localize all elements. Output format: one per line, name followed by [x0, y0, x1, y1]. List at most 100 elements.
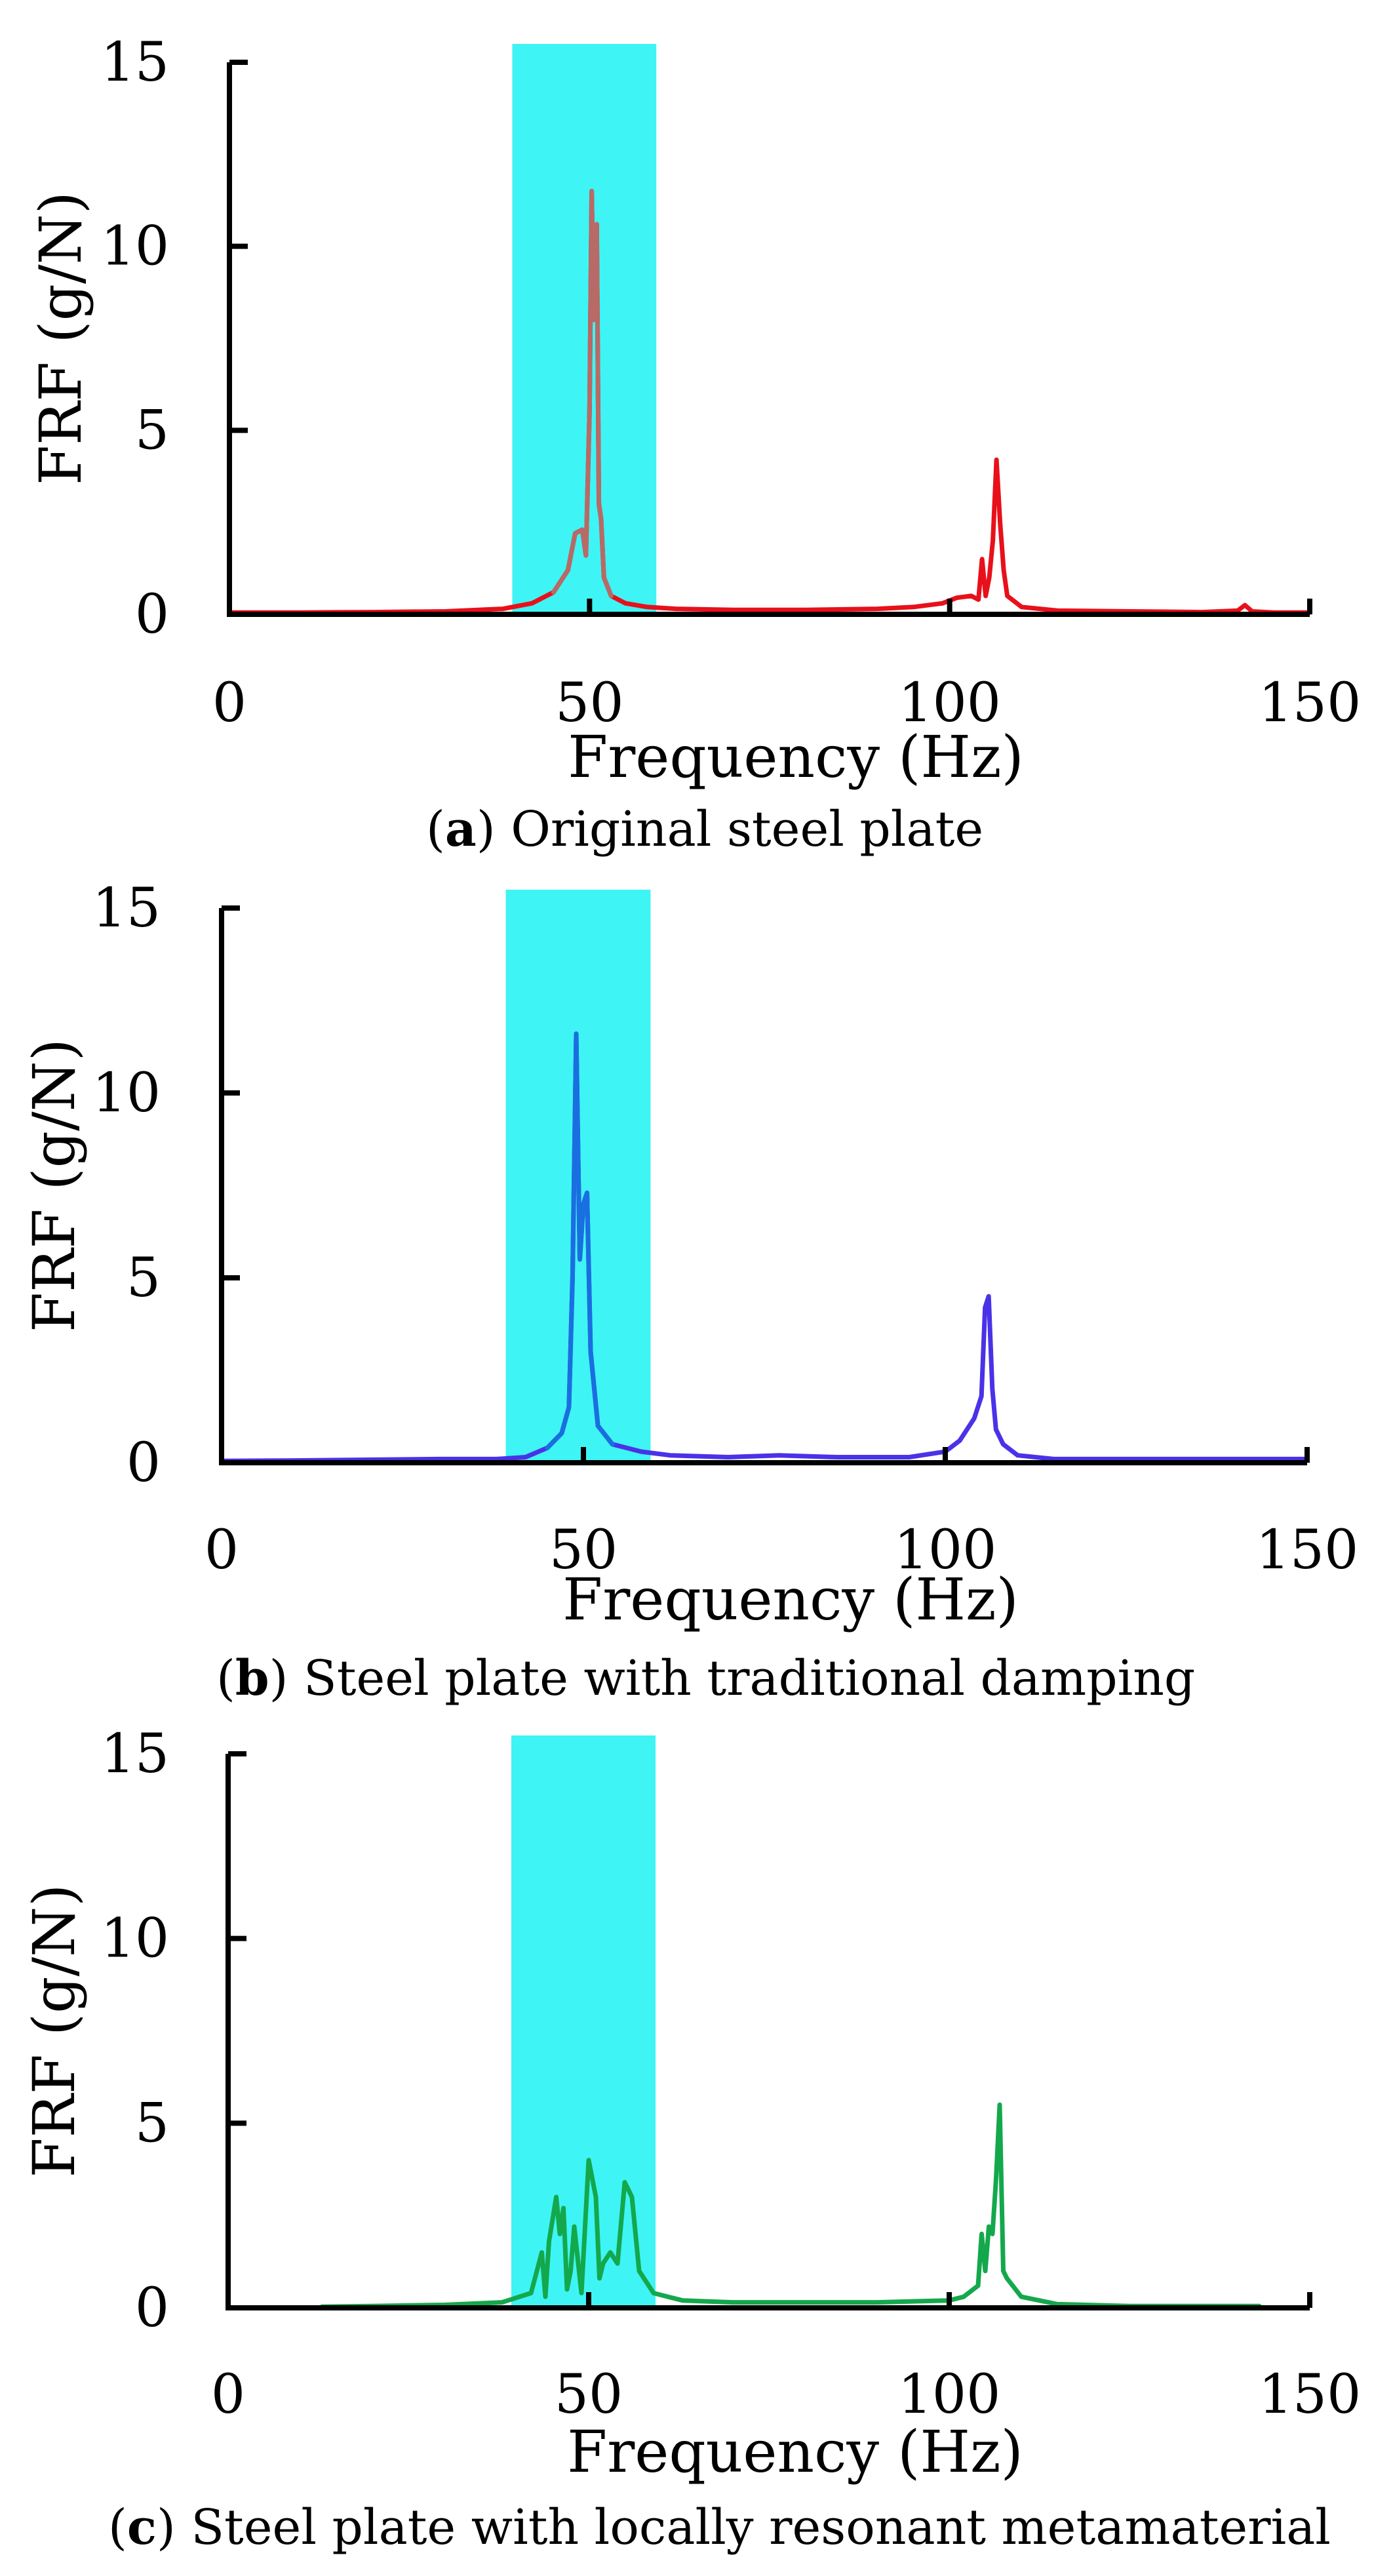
data-point — [956, 597, 958, 599]
y-tick-label: 5 — [135, 2092, 169, 2154]
data-point — [588, 410, 591, 413]
data-point — [616, 2262, 619, 2265]
panel-caption: (a) Original steel plate — [426, 801, 983, 858]
data-point — [988, 576, 991, 579]
data-point — [571, 1277, 574, 1279]
data-point — [530, 2292, 532, 2295]
data-point — [681, 2299, 684, 2302]
data-point — [1057, 609, 1059, 612]
data-point — [984, 2270, 987, 2272]
caption-open-paren: ( — [426, 801, 445, 858]
data-point — [981, 2232, 983, 2235]
caption-text: Steel plate with traditional damping — [288, 1650, 1196, 1707]
data-point — [1236, 609, 1239, 612]
data-point — [501, 2301, 503, 2304]
caption-panel-letter: b — [235, 1650, 269, 1707]
data-point — [502, 608, 505, 610]
data-point — [1002, 1443, 1004, 1446]
data-point — [1006, 595, 1009, 597]
data-point — [995, 458, 998, 461]
caption-close-paren: ) — [157, 2499, 176, 2556]
data-point — [559, 2232, 561, 2235]
data-point — [598, 503, 600, 505]
data-point — [552, 591, 555, 593]
data-point — [546, 1446, 549, 1449]
x-tick-label: 150 — [1259, 2364, 1362, 2426]
data-point — [589, 1351, 592, 1353]
caption-open-paren: ( — [108, 2499, 127, 2556]
data-point — [1244, 604, 1246, 606]
y-tick-label: 15 — [92, 877, 161, 940]
data-point — [624, 602, 627, 604]
data-point — [998, 2103, 1001, 2106]
y-tick-label: 0 — [127, 1432, 161, 1494]
data-point — [1006, 2277, 1008, 2280]
data-point — [609, 2251, 612, 2254]
x-tick-label: 150 — [1256, 1519, 1359, 1581]
data-point — [560, 1432, 563, 1435]
data-point — [595, 2196, 597, 2198]
data-point — [999, 521, 1002, 524]
y-tick-label: 5 — [135, 399, 169, 462]
x-tick-label: 50 — [555, 672, 623, 734]
data-point — [598, 2277, 601, 2280]
panel-caption: (b) Steel plate with traditional damping — [216, 1650, 1195, 1707]
series-line — [319, 2102, 1262, 2309]
y-tick-label: 0 — [135, 2277, 169, 2339]
data-point — [638, 2270, 640, 2272]
data-point — [994, 1428, 997, 1431]
data-point — [777, 1454, 780, 1457]
x-tick-label: 100 — [898, 2364, 1001, 2426]
data-point — [727, 1456, 730, 1459]
data-point — [566, 2288, 568, 2291]
caption-close-paren: ) — [477, 801, 496, 858]
caption-panel-letter: a — [445, 801, 477, 858]
x-axis-title: Frequency (Hz) — [562, 1566, 1019, 1633]
data-point — [627, 2189, 630, 2191]
x-axis-title: Frequency (Hz) — [567, 2418, 1023, 2486]
data-point — [652, 2292, 655, 2295]
data-point — [835, 1456, 838, 1459]
x-tick-label: 100 — [894, 1519, 997, 1581]
x-tick-label: 0 — [211, 2364, 245, 2426]
data-point — [524, 1456, 527, 1459]
caption-text: Steel plate with locally resonant metama… — [176, 2499, 1331, 2556]
y-tick-label: 15 — [101, 31, 169, 94]
data-point — [640, 1450, 642, 1453]
data-point — [1002, 569, 1005, 572]
panel-caption: (c) Steel plate with locally resonant me… — [108, 2499, 1331, 2556]
y-tick-label: 10 — [101, 216, 169, 278]
data-point — [581, 528, 583, 531]
x-tick-label: 50 — [549, 1519, 618, 1581]
data-point — [669, 1454, 672, 1457]
data-point — [586, 1191, 589, 1194]
data-point — [496, 1457, 498, 1460]
data-point — [912, 606, 915, 608]
data-point — [585, 554, 587, 557]
data-point — [541, 2251, 543, 2254]
series-peak-segment — [551, 189, 614, 599]
data-point — [958, 1439, 961, 1442]
data-point — [981, 558, 983, 561]
y-axis-title: FRF (g/N) — [20, 1039, 88, 1332]
x-tick-label: 100 — [898, 672, 1001, 734]
data-point — [977, 599, 980, 601]
data-point — [544, 2295, 547, 2298]
data-point — [1056, 2303, 1059, 2305]
data-point — [562, 2207, 565, 2209]
data-point — [595, 223, 598, 226]
data-point — [587, 2159, 590, 2162]
data-point — [575, 1033, 578, 1035]
data-point — [602, 2262, 604, 2265]
y-tick-label: 10 — [101, 1908, 169, 1970]
x-tick-label: 150 — [1259, 672, 1362, 734]
data-point — [600, 517, 602, 520]
data-point — [941, 602, 944, 604]
x-axis-title: Frequency (Hz) — [568, 723, 1024, 791]
data-point — [597, 1425, 599, 1427]
data-point — [984, 1306, 987, 1309]
y-tick-label: 15 — [101, 1723, 169, 1785]
